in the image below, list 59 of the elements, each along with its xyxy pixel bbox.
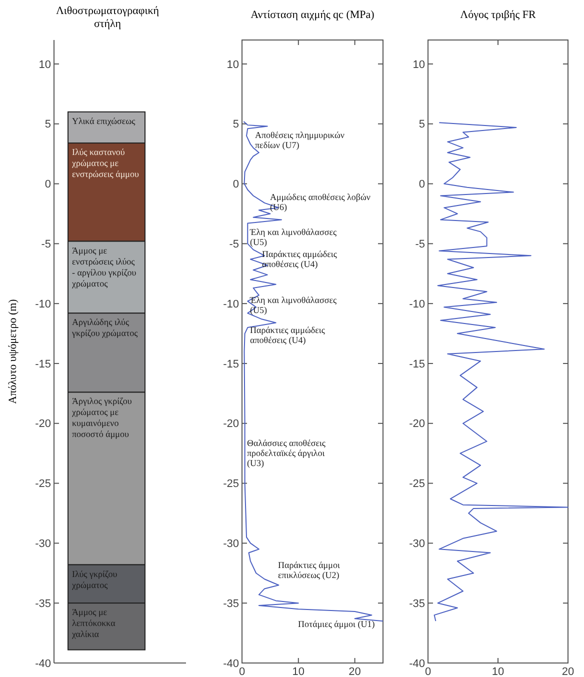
- y-tick-label: -10: [35, 298, 51, 310]
- y-tick-label: -35: [409, 598, 425, 610]
- y-tick-label: -30: [223, 538, 239, 550]
- chart-title: Λόγος τριβής FR: [460, 9, 537, 21]
- y-tick-label: -15: [409, 358, 425, 370]
- y-tick-label: -25: [409, 478, 425, 490]
- chart-title: Λιθοστρωματογραφική στήλη: [56, 5, 160, 30]
- annotation: Θαλάσσιες αποθέσεις προδελταϊκές άργιλοι (U3): [247, 438, 326, 468]
- annotation: Αποθέσεις πλημμυρικών πεδίων (U7): [255, 130, 345, 150]
- y-tick-label: 5: [232, 118, 239, 131]
- y-tick-label: -15: [35, 358, 51, 370]
- y-tick-label: -30: [409, 538, 425, 550]
- y-tick-label: -30: [35, 538, 51, 550]
- chart-title: Αντίσταση αιχμής qc (MPa): [250, 9, 375, 21]
- line-series: [243, 120, 384, 622]
- y-tick-label: -40: [223, 658, 239, 670]
- annotation: Έλη και λιμνοθάλασσες (U5): [249, 295, 337, 315]
- y-tick-label: 5: [418, 118, 425, 131]
- y-tick-label: -5: [229, 238, 239, 251]
- y-tick-label: -5: [41, 238, 51, 251]
- y-tick-label: -5: [415, 238, 425, 251]
- y-tick-label: -35: [35, 598, 51, 610]
- y-tick-label: -10: [409, 298, 425, 310]
- annotation: Παράκτιες άμμοι επικλύσεως (U2): [278, 560, 340, 580]
- y-tick-label: 10: [226, 58, 239, 71]
- x-tick-label: 10: [292, 666, 305, 677]
- series-label: Άμμος με λεπτόκοκκα χαλίκια: [71, 607, 116, 640]
- y-tick-label: 0: [418, 178, 425, 191]
- series-label: Άργιλος γκρίζου χρώματος με κυμαινόμενο ποσοστό άμμου: [71, 396, 132, 440]
- annotation: Παράκτιες αμμώδεις αποθέσεις (U4): [262, 249, 338, 269]
- annotation: Παράκτιες αμμώδεις αποθέσεις (U4): [250, 325, 326, 345]
- x-tick-label: 20: [348, 666, 361, 677]
- line-series: [434, 122, 568, 622]
- y-tick-label: -25: [35, 478, 51, 490]
- y-tick-label: 5: [44, 118, 51, 131]
- annotation: Αμμώδεις αποθέσεις λοβών (U6): [270, 192, 370, 212]
- y-tick-label: 0: [44, 178, 51, 191]
- y-tick-label: 10: [38, 58, 51, 71]
- y-tick-label: -20: [35, 418, 51, 430]
- y-tick-label: -20: [409, 418, 425, 430]
- y-tick-label: -35: [223, 598, 239, 610]
- x-tick-label: 10: [492, 666, 504, 677]
- y-tick-label: -15: [223, 358, 239, 370]
- x-tick-label: 20: [562, 666, 574, 677]
- y-tick-label: -10: [223, 298, 239, 310]
- y-axis-title: Απόλυτο υψόμετρο (m): [7, 298, 19, 404]
- y-tick-label: -40: [35, 658, 51, 670]
- y-tick-label: -40: [409, 658, 425, 670]
- y-tick-label: -20: [223, 418, 239, 430]
- annotation: Έλη και λιμνοθάλασσες (U5): [249, 227, 337, 247]
- y-tick-label: 0: [232, 178, 239, 191]
- series-label: Ιλύς καστανού χρώματος με ενστρώσεις άμμου: [71, 147, 140, 180]
- y-tick-label: 10: [412, 58, 425, 71]
- annotation: Ποτάμιες άμμοι (U1): [298, 619, 375, 629]
- series-label: Αργιλώδης ιλύς γκρίζου χρώματος: [71, 317, 138, 338]
- y-tick-label: -25: [223, 478, 239, 490]
- series-label: Ιλύς γκρίζου χρώματος: [71, 568, 118, 590]
- series-label: Υλικά επιχώσεως: [72, 116, 136, 126]
- series-label: Άμμος με ενστρώσεις ιλύος - αργίλου γκρίζου χρώματος: [71, 245, 137, 288]
